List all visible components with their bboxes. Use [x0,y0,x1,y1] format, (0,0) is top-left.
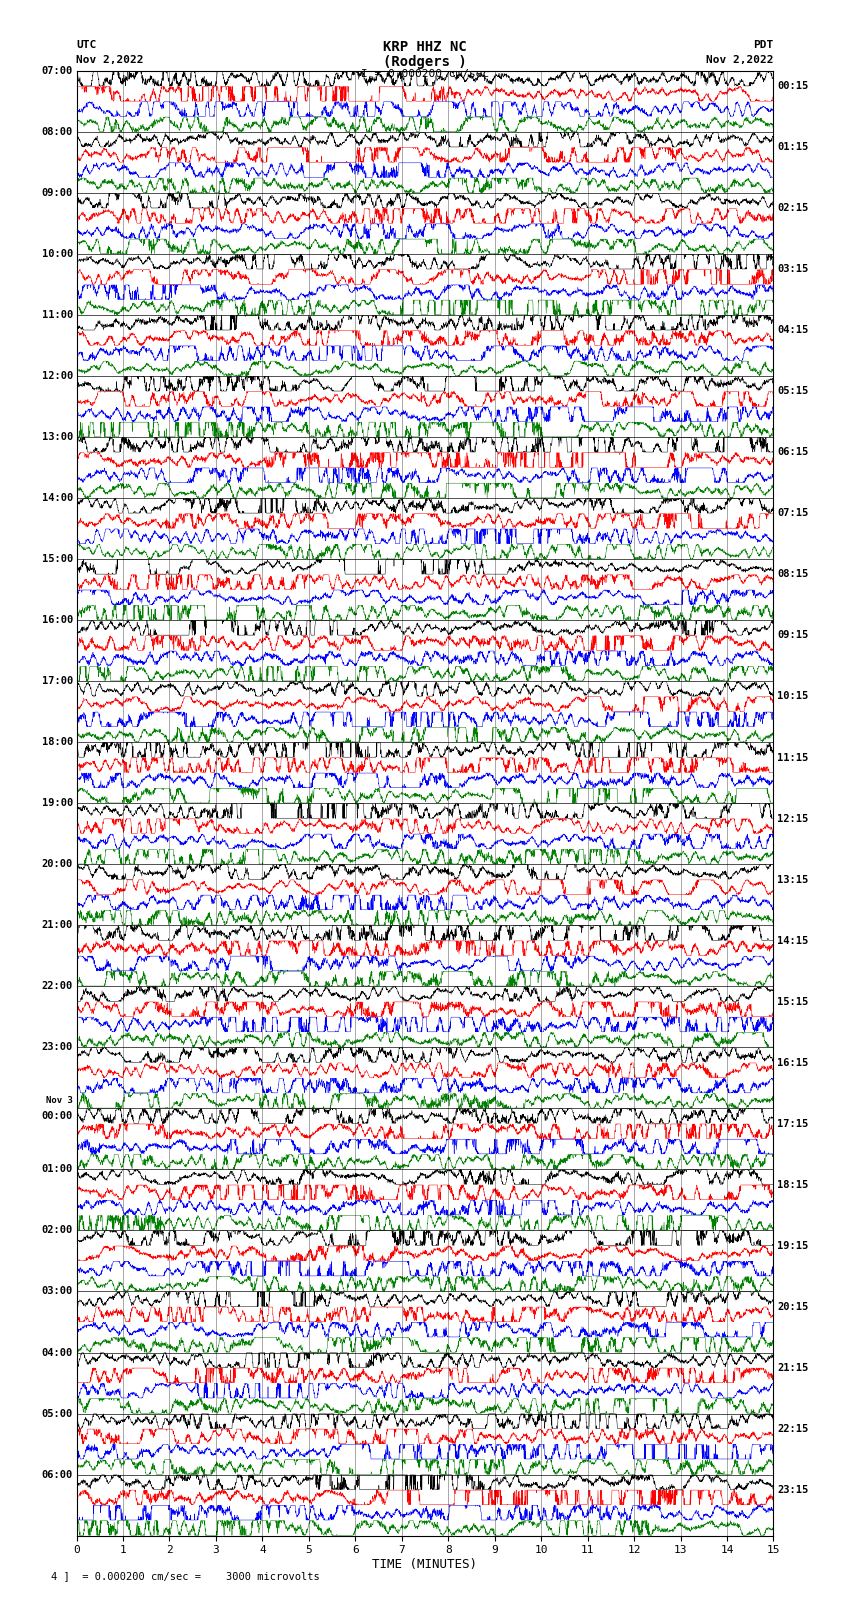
Text: PDT: PDT [753,40,774,50]
Text: 06:15: 06:15 [777,447,808,458]
Text: 10:15: 10:15 [777,692,808,702]
Text: I = 0.000200 cm/sec: I = 0.000200 cm/sec [361,69,489,79]
Text: 03:00: 03:00 [42,1287,73,1297]
Text: 05:00: 05:00 [42,1408,73,1418]
Text: 18:00: 18:00 [42,737,73,747]
Text: 03:15: 03:15 [777,265,808,274]
Text: 05:15: 05:15 [777,387,808,397]
Text: 09:15: 09:15 [777,631,808,640]
Text: UTC: UTC [76,40,97,50]
Text: (Rodgers ): (Rodgers ) [383,55,467,69]
Text: 10:00: 10:00 [42,248,73,260]
Text: 11:00: 11:00 [42,310,73,319]
Text: 15:15: 15:15 [777,997,808,1007]
Text: 13:15: 13:15 [777,874,808,884]
Text: 17:00: 17:00 [42,676,73,686]
Text: 00:00: 00:00 [42,1111,73,1121]
Text: 06:00: 06:00 [42,1469,73,1479]
Text: 22:00: 22:00 [42,981,73,992]
Text: 01:15: 01:15 [777,142,808,152]
Text: 23:15: 23:15 [777,1486,808,1495]
Text: 20:15: 20:15 [777,1302,808,1311]
Text: 07:15: 07:15 [777,508,808,518]
Text: Nov 3: Nov 3 [46,1097,73,1105]
Text: 12:00: 12:00 [42,371,73,381]
Text: 15:00: 15:00 [42,555,73,565]
Text: 17:15: 17:15 [777,1119,808,1129]
Text: 22:15: 22:15 [777,1424,808,1434]
Text: KRP HHZ NC: KRP HHZ NC [383,40,467,55]
Text: 04:00: 04:00 [42,1347,73,1358]
Text: 21:15: 21:15 [777,1363,808,1373]
Text: Nov 2,2022: Nov 2,2022 [76,55,144,65]
Text: 08:15: 08:15 [777,569,808,579]
Text: 00:15: 00:15 [777,81,808,92]
Text: 04:15: 04:15 [777,326,808,336]
Text: 4 ]  = 0.000200 cm/sec =    3000 microvolts: 4 ] = 0.000200 cm/sec = 3000 microvolts [51,1571,320,1581]
Text: 20:00: 20:00 [42,860,73,869]
Text: 11:15: 11:15 [777,753,808,763]
Text: 12:15: 12:15 [777,813,808,824]
Text: 21:00: 21:00 [42,921,73,931]
Text: 14:00: 14:00 [42,494,73,503]
Text: 07:00: 07:00 [42,66,73,76]
Text: 02:15: 02:15 [777,203,808,213]
Text: 18:15: 18:15 [777,1179,808,1190]
Text: 02:00: 02:00 [42,1226,73,1236]
Text: 14:15: 14:15 [777,936,808,945]
Text: 19:00: 19:00 [42,798,73,808]
Text: 16:00: 16:00 [42,615,73,626]
Text: Nov 2,2022: Nov 2,2022 [706,55,774,65]
Text: 16:15: 16:15 [777,1058,808,1068]
Text: 01:00: 01:00 [42,1165,73,1174]
Text: 08:00: 08:00 [42,127,73,137]
Text: 09:00: 09:00 [42,189,73,198]
X-axis label: TIME (MINUTES): TIME (MINUTES) [372,1558,478,1571]
Text: 19:15: 19:15 [777,1240,808,1250]
Text: 13:00: 13:00 [42,432,73,442]
Text: 23:00: 23:00 [42,1042,73,1052]
